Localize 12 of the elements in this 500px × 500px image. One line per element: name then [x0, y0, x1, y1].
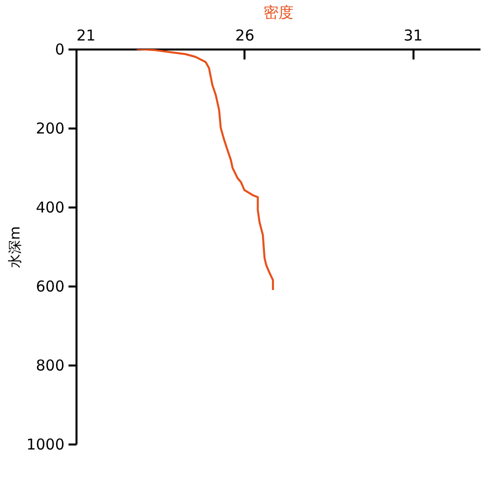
- x-tick-label: 31: [404, 26, 423, 44]
- y-tick-label: 600: [36, 278, 64, 296]
- x-tick-label: 26: [235, 26, 254, 44]
- y-tick-label: 800: [36, 356, 64, 374]
- y-tick-label: 1000: [26, 436, 64, 454]
- y-axis-title: 水深m: [7, 226, 24, 268]
- line-series: [136, 49, 274, 291]
- x-tick-label: 21: [76, 26, 96, 44]
- y-tick-label: 200: [36, 120, 64, 138]
- x-axis-title: 密度: [264, 4, 294, 22]
- y-tick-label: 0: [54, 40, 64, 58]
- y-tick-label: 400: [36, 198, 64, 216]
